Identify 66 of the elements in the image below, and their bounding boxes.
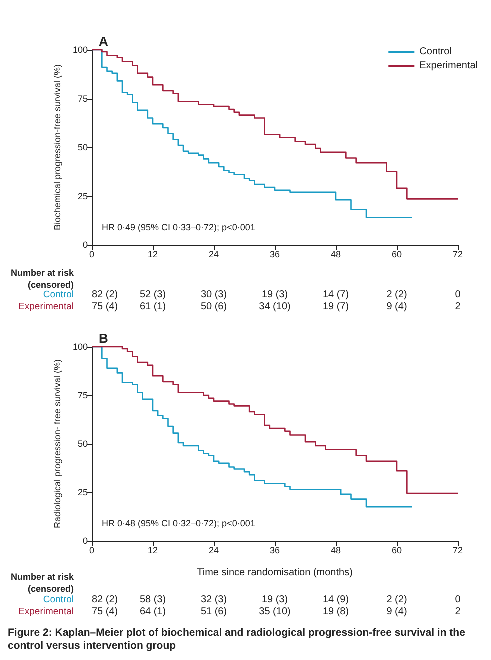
text: 19 (7) xyxy=(322,302,350,312)
x-tick-label: 12 xyxy=(148,250,158,260)
text: 58 (3) xyxy=(140,594,166,606)
text: 61 (1) xyxy=(140,302,166,312)
x-tick-label: 48 xyxy=(330,250,342,260)
text: 14 (7) xyxy=(322,290,350,300)
text: 75 (4) xyxy=(92,606,118,618)
text: Control xyxy=(43,594,74,606)
text: 0 xyxy=(455,290,462,300)
y-tick-label: 25 xyxy=(78,191,88,202)
text: Number at risk (censored) xyxy=(10,572,75,594)
x-tick-label: 36 xyxy=(270,250,280,260)
text: Experimental xyxy=(18,302,74,312)
y-tick-label: 50 xyxy=(78,142,88,152)
x-axis-title: Time since randomisation (months) xyxy=(197,568,353,578)
text: 50 (6) xyxy=(200,302,228,312)
legend-label: Control xyxy=(420,46,452,58)
text: 35 (10) xyxy=(259,606,291,618)
text: Experimental xyxy=(18,606,74,618)
text: 19 (3) xyxy=(262,290,288,300)
y-tick-label: 100 xyxy=(72,342,88,352)
text: 2 (2) xyxy=(386,290,408,300)
legend-label: Experimental xyxy=(420,60,478,72)
text: 82 (2) xyxy=(92,290,118,300)
x-tick-label: 60 xyxy=(392,546,402,556)
x-tick-label: 0 xyxy=(89,250,95,260)
y-tick-label: 25 xyxy=(78,488,88,498)
text: 64 (1) xyxy=(140,606,166,618)
y-tick-label: 50 xyxy=(78,439,88,449)
text: 51 (6) xyxy=(200,606,228,618)
x-tick-label: 72 xyxy=(452,250,464,260)
text: 9 (4) xyxy=(386,606,408,618)
x-tick-label: 24 xyxy=(208,250,220,260)
annotation: HR 0·49 (95% CI 0·33–0·72); p<0·001 xyxy=(102,222,256,232)
text: 75 (4) xyxy=(92,302,118,312)
text: 32 (3) xyxy=(200,594,228,606)
text: Control xyxy=(43,290,74,300)
chart-title: A xyxy=(99,34,109,49)
x-tick-label: 0 xyxy=(89,546,95,556)
text: 2 xyxy=(455,606,462,618)
text: 2 xyxy=(455,302,462,312)
y-tick-label: 75 xyxy=(78,94,88,104)
x-tick-label: 36 xyxy=(270,546,280,556)
text: 82 (2) xyxy=(92,594,118,606)
x-tick-label: 60 xyxy=(392,250,402,260)
text: 2 (2) xyxy=(386,594,408,606)
y-tick-label: 100 xyxy=(72,45,88,55)
text: 34 (10) xyxy=(259,302,291,312)
x-tick-label: 24 xyxy=(208,546,220,556)
chart-title: B xyxy=(99,331,108,346)
y-axis-title: Biochemical progression-free survival (%) xyxy=(52,64,63,231)
text: 52 (3) xyxy=(140,290,166,300)
x-tick-label: 12 xyxy=(148,546,158,556)
caption: Figure 2: Kaplan–Meier plot of biochemical and radiological progression-free survival in the control versus intervention group xyxy=(8,627,466,653)
text: 19 (8) xyxy=(322,606,350,618)
y-tick-label: 75 xyxy=(78,390,88,400)
annotation: HR 0·48 (95% CI 0·32–0·72); p<0·001 xyxy=(102,518,256,528)
text: 14 (9) xyxy=(322,594,350,606)
y-axis-title: Radiological progression- free survival (%) xyxy=(52,359,63,529)
x-tick-label: 72 xyxy=(452,546,464,556)
text: Number at risk (censored) xyxy=(10,268,75,290)
x-tick-label: 48 xyxy=(330,546,342,556)
text: 0 xyxy=(455,594,462,606)
text: 19 (3) xyxy=(262,594,288,606)
text: 9 (4) xyxy=(386,302,408,312)
text: 30 (3) xyxy=(200,290,228,300)
